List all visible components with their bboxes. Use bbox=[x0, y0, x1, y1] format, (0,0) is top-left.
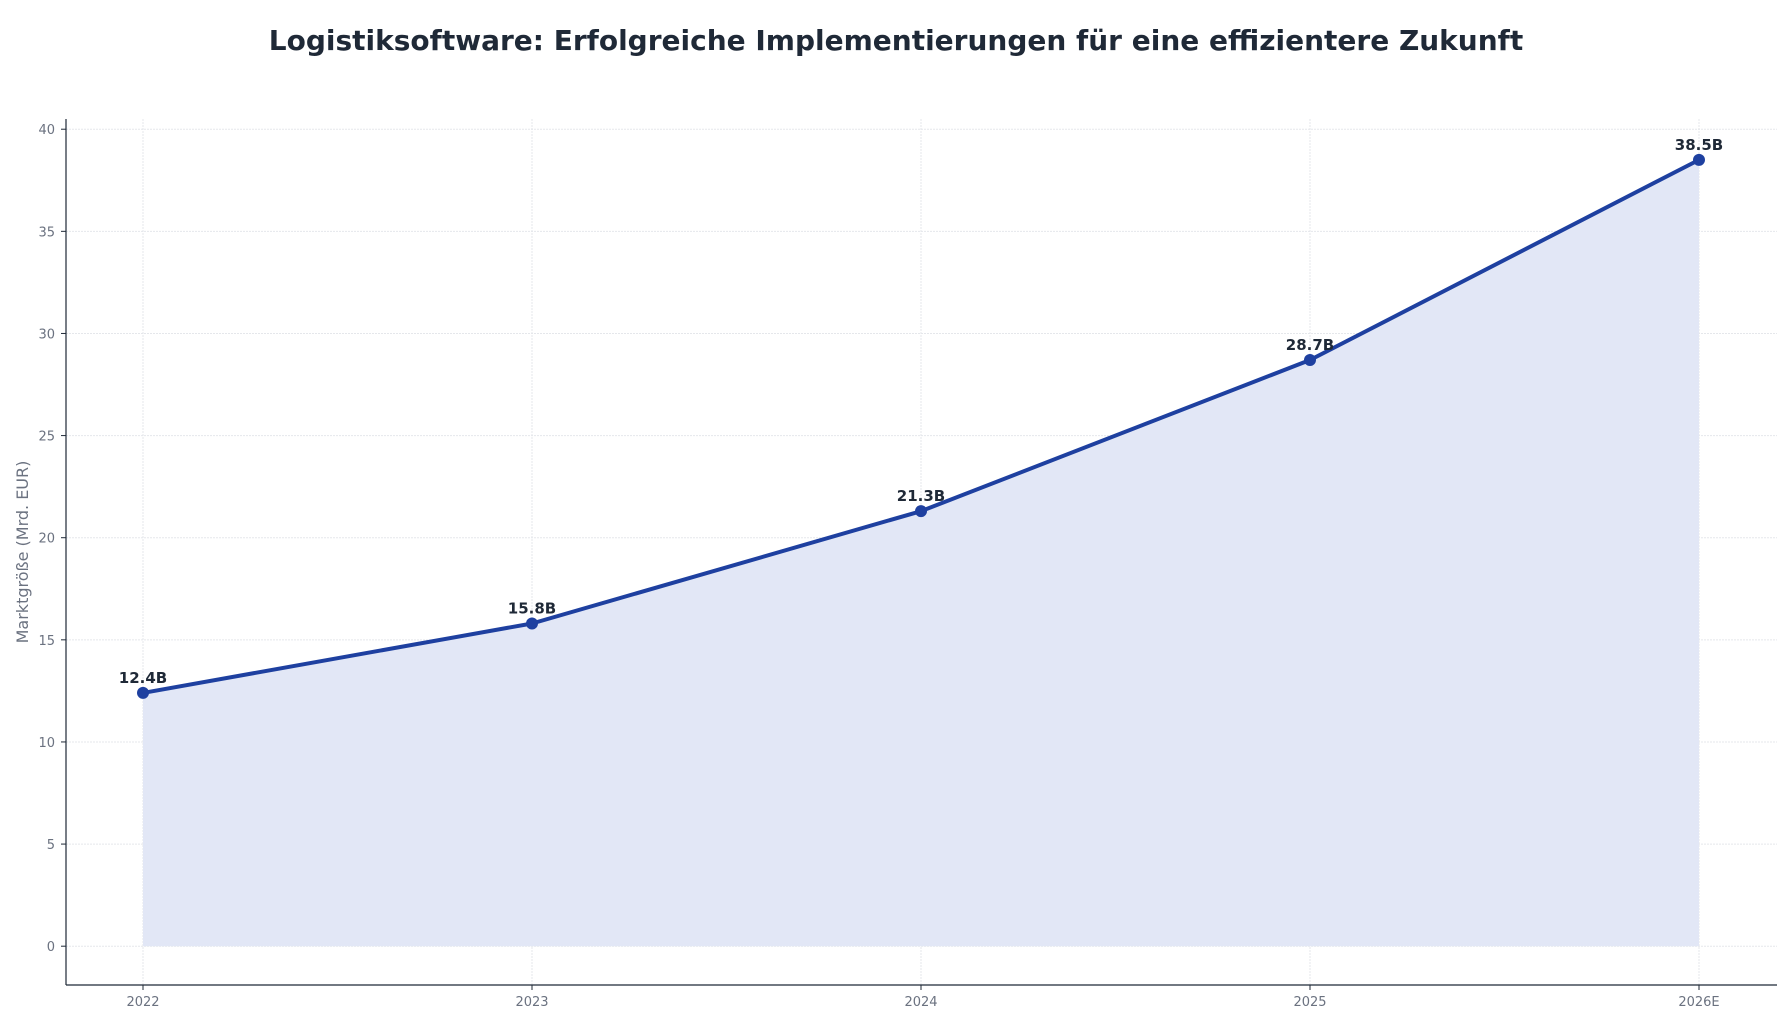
x-tick-label: 2024 bbox=[904, 995, 937, 1010]
data-point bbox=[1693, 153, 1705, 166]
y-tick-label: 15 bbox=[38, 634, 55, 649]
data-point bbox=[137, 686, 149, 699]
area-fill bbox=[143, 159, 1699, 947]
data-point bbox=[526, 617, 538, 630]
y-tick-label: 25 bbox=[38, 430, 55, 445]
data-label: 28.7B bbox=[1286, 336, 1334, 354]
data-label: 38.5B bbox=[1675, 136, 1723, 154]
data-label: 15.8B bbox=[508, 599, 556, 617]
data-point bbox=[1304, 354, 1316, 367]
x-tick-label: 2023 bbox=[515, 995, 548, 1010]
x-tick-label: 2022 bbox=[126, 995, 159, 1010]
y-axis-label: Marktgröße (Mrd. EUR) bbox=[13, 461, 32, 644]
x-tick-label: 2026E bbox=[1678, 995, 1719, 1010]
y-tick-label: 5 bbox=[47, 838, 55, 853]
y-tick-label: 10 bbox=[38, 736, 55, 751]
chart-title: Logistiksoftware: Erfolgreiche Implement… bbox=[268, 24, 1524, 57]
y-tick-label: 40 bbox=[38, 123, 55, 138]
y-tick-label: 0 bbox=[47, 940, 55, 955]
data-label: 12.4B bbox=[119, 669, 167, 687]
data-point bbox=[915, 505, 927, 518]
y-tick-label: 20 bbox=[38, 532, 55, 547]
x-tick-label: 2025 bbox=[1293, 995, 1326, 1010]
data-label: 21.3B bbox=[897, 487, 945, 505]
y-tick-label: 35 bbox=[38, 225, 55, 240]
y-tick-label: 30 bbox=[38, 327, 55, 342]
